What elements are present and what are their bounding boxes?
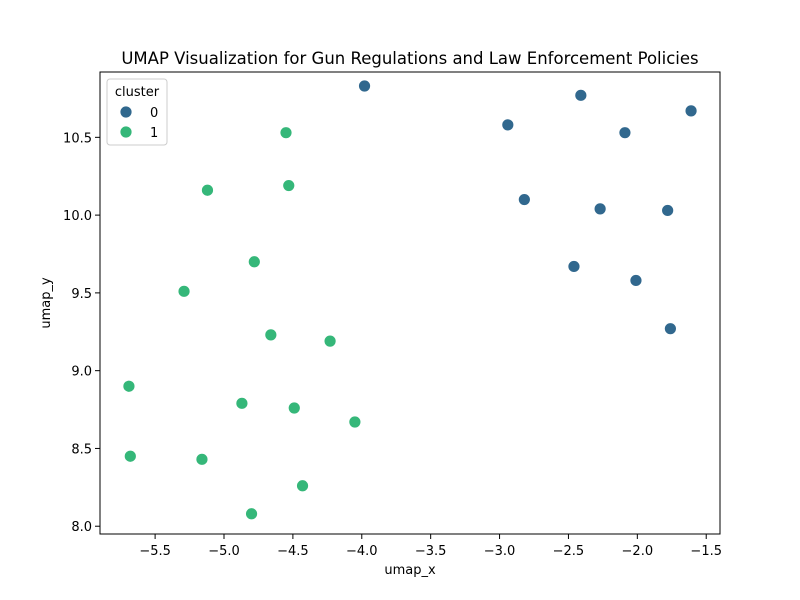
x-tick-label: −5.0 [208,544,240,559]
legend-marker-cluster-0 [119,105,133,119]
data-point-cluster-0 [574,88,588,102]
data-point-cluster-0 [664,322,677,336]
data-point-cluster-1 [245,507,258,521]
data-point-cluster-0 [593,202,607,216]
legend: cluster 0 1 [106,78,168,146]
data-point-cluster-1 [287,401,301,415]
data-point-cluster-0 [567,260,581,273]
data-point-cluster-1 [201,183,214,197]
data-point-cluster-0 [629,274,643,287]
data-point-cluster-1 [348,415,362,429]
y-axis-label: umap_y [39,277,54,329]
data-point-cluster-1 [247,255,261,269]
legend-label-cluster-1: 1 [150,126,158,141]
data-point-cluster-1 [235,396,249,410]
y-tick-label: 8.0 [71,520,92,535]
data-point-cluster-0 [618,126,632,140]
y-tick-label: 9.0 [71,365,92,380]
data-point-cluster-1 [279,126,293,140]
data-points [122,79,698,521]
data-point-cluster-0 [684,104,698,118]
legend-label-cluster-0: 0 [150,106,158,121]
legend-title: cluster [115,85,160,100]
data-point-cluster-0 [358,79,371,93]
chart-title: UMAP Visualization for Gun Regulations a… [121,49,698,68]
data-point-cluster-0 [501,118,515,132]
data-point-cluster-0 [661,204,675,217]
x-axis-ticks: −5.5 −5.0 −4.5 −4.0 −3.5 −3.0 −2.5 −2.0 −1.5 [139,534,722,559]
x-tick-label: −1.5 [690,544,722,559]
x-tick-label: −2.0 [622,544,654,559]
y-tick-label: 9.5 [71,287,92,302]
plot-area-frame [99,71,721,535]
data-point-cluster-1 [177,284,191,298]
data-point-cluster-1 [282,179,296,192]
y-axis-ticks: 8.0 8.5 9.0 9.5 10.0 10.5 [63,131,100,535]
x-tick-label: −3.0 [484,544,516,559]
y-tick-label: 8.5 [71,442,92,457]
data-point-cluster-1 [264,328,278,342]
y-tick-label: 10.0 [63,209,92,224]
x-axis-label: umap_x [384,563,436,578]
data-point-cluster-1 [122,379,136,393]
data-point-cluster-1 [323,334,337,348]
data-point-cluster-1 [195,452,209,466]
x-tick-label: −2.5 [553,544,585,559]
data-point-cluster-1 [296,479,309,493]
x-tick-label: −5.5 [139,544,171,559]
legend-marker-cluster-1 [119,125,133,139]
data-point-cluster-1 [123,449,137,463]
data-point-cluster-0 [517,193,531,206]
y-tick-label: 10.5 [63,131,92,146]
x-tick-label: −4.0 [346,544,378,559]
x-tick-label: −3.5 [415,544,447,559]
x-tick-label: −4.5 [277,544,309,559]
